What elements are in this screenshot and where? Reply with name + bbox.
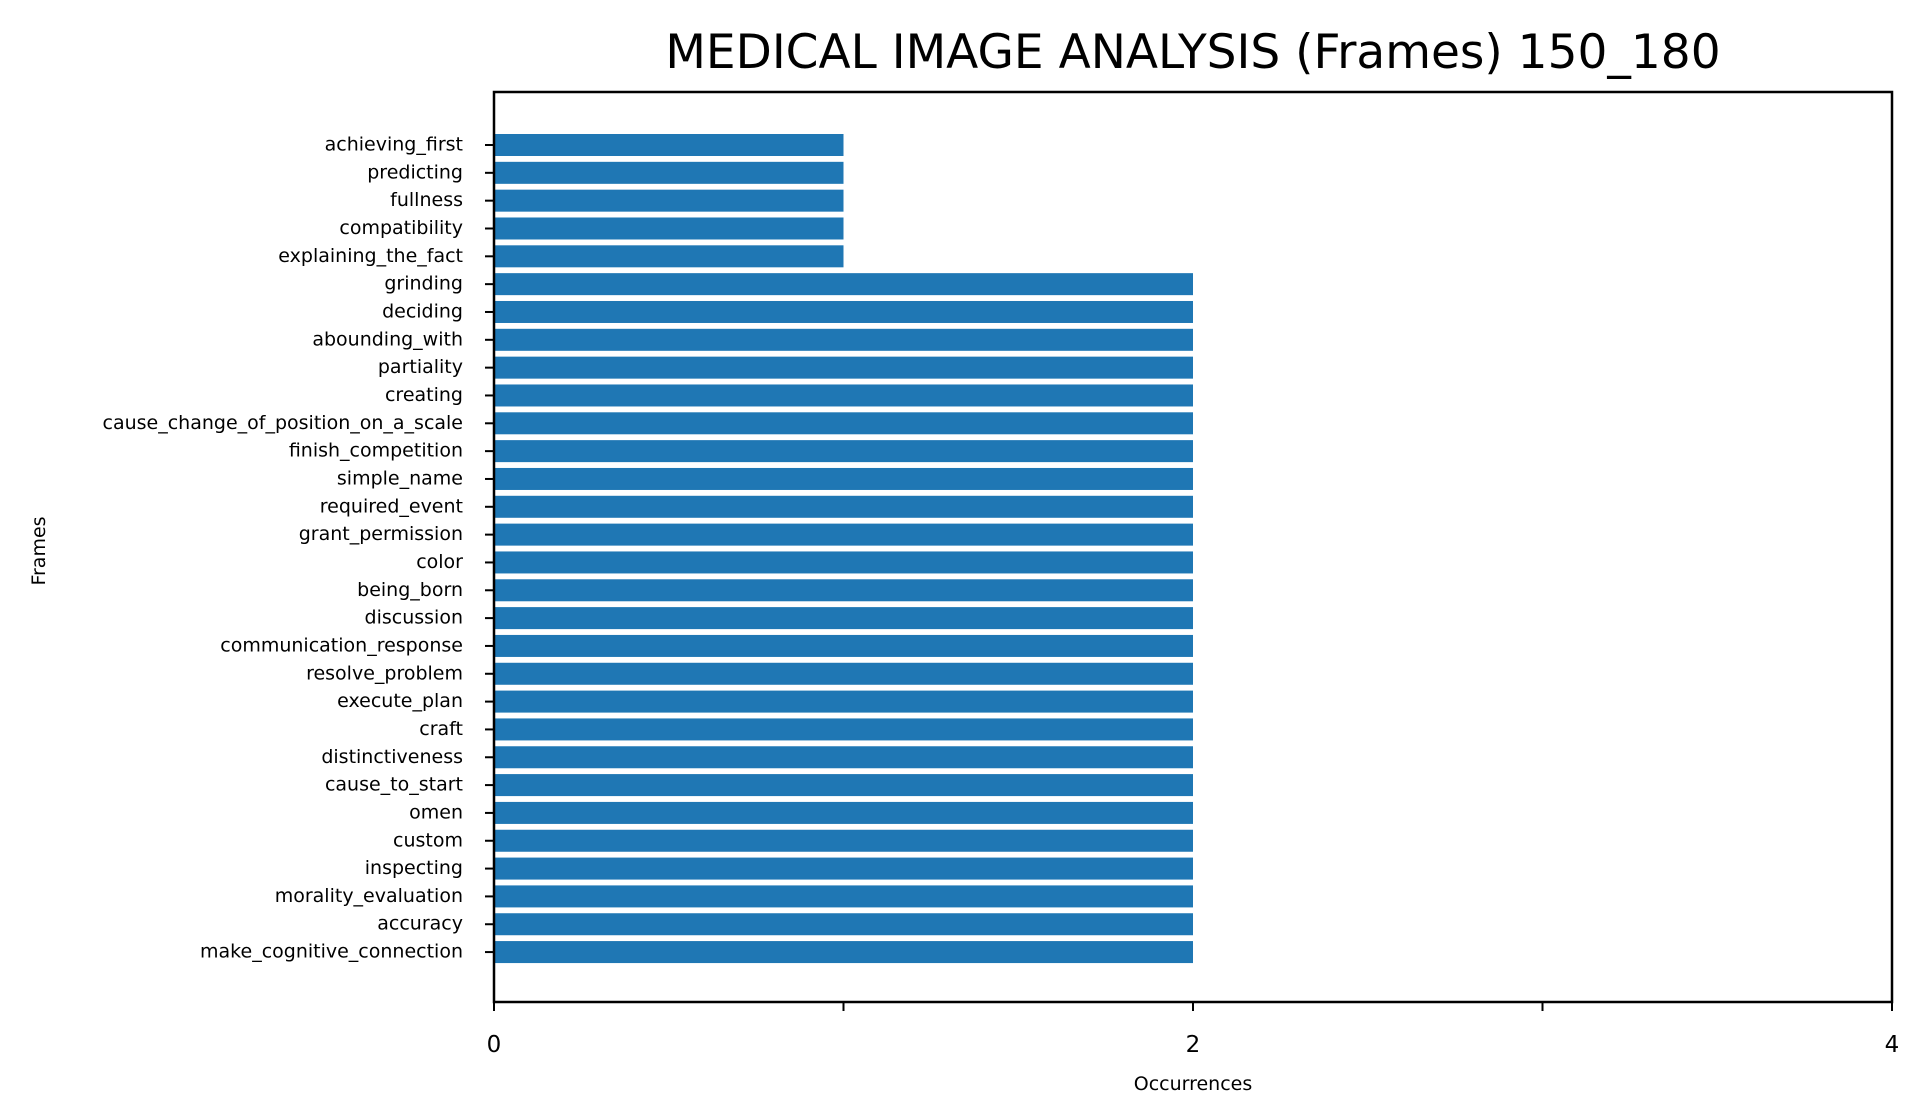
- y-tick-label: execute_plan: [337, 690, 463, 712]
- y-tick-label: discussion: [365, 607, 463, 629]
- bar-discussion: [494, 607, 1193, 630]
- bar-explaining_the_fact: [494, 245, 844, 268]
- x-tick-label: 0: [487, 1032, 502, 1058]
- y-tick-label: achieving_first: [325, 134, 463, 156]
- y-tick-label: accuracy: [377, 913, 463, 935]
- bar-achieving_first: [494, 134, 844, 156]
- y-tick-label: distinctiveness: [321, 746, 463, 768]
- y-tick-label: make_cognitive_connection: [200, 941, 463, 963]
- y-tick-label: grinding: [384, 273, 463, 295]
- bar-creating: [494, 384, 1193, 407]
- bar-make_cognitive_connection: [494, 941, 1193, 964]
- y-tick-label: predicting: [367, 161, 463, 183]
- bar-custom: [494, 829, 1193, 852]
- bar-morality_evaluation: [494, 885, 1193, 908]
- bars: [494, 134, 1193, 964]
- y-tick-label: grant_permission: [299, 523, 463, 545]
- y-tick-label: cause_to_start: [325, 774, 463, 796]
- bar-partiality: [494, 356, 1193, 379]
- y-tick-label: creating: [385, 384, 463, 406]
- y-tick-label: finish_competition: [289, 440, 463, 462]
- y-tick-label: explaining_the_fact: [278, 245, 463, 267]
- y-tick-label: omen: [409, 801, 463, 823]
- bar-resolve_problem: [494, 662, 1193, 685]
- bar-predicting: [494, 161, 844, 184]
- y-tick-label: fullness: [390, 189, 463, 211]
- bar-being_born: [494, 579, 1193, 602]
- bar-cause_change_of_position_on_a_scale: [494, 412, 1193, 435]
- y-tick-label: required_event: [320, 495, 463, 517]
- y-tick-label: resolve_problem: [306, 662, 463, 684]
- y-tick-label: compatibility: [339, 217, 463, 239]
- y-tick-label: deciding: [382, 300, 463, 322]
- x-axis-ticks: 0 2 4: [487, 1002, 1900, 1058]
- bar-execute_plan: [494, 690, 1193, 713]
- bar-abounding_with: [494, 328, 1193, 351]
- bar-finish_competition: [494, 440, 1193, 463]
- y-tick-label: inspecting: [365, 857, 463, 879]
- bar-inspecting: [494, 857, 1193, 880]
- y-tick-label: communication_response: [220, 634, 463, 656]
- y-tick-label: craft: [419, 718, 463, 740]
- bar-grinding: [494, 273, 1193, 296]
- bar-deciding: [494, 300, 1193, 323]
- bar-simple_name: [494, 467, 1193, 490]
- bar-omen: [494, 801, 1193, 824]
- y-axis-label: Frames: [28, 516, 50, 585]
- bar-accuracy: [494, 913, 1193, 936]
- y-tick-label: simple_name: [337, 467, 463, 489]
- x-axis-label: Occurrences: [1134, 1073, 1253, 1095]
- bar-craft: [494, 718, 1193, 741]
- bar-grant_permission: [494, 523, 1193, 546]
- bar-communication_response: [494, 634, 1193, 657]
- y-tick-label: color: [416, 551, 463, 573]
- y-tick-label: partiality: [378, 356, 463, 378]
- x-tick-label: 4: [1885, 1032, 1900, 1058]
- plot-frame: [492, 90, 1894, 1004]
- bar-distinctiveness: [494, 746, 1193, 769]
- y-axis-ticks: achieving_first predicting fullness compati…: [103, 134, 494, 963]
- y-tick-label: morality_evaluation: [275, 885, 463, 907]
- bar-color: [494, 551, 1193, 574]
- bar-cause_to_start: [494, 774, 1193, 797]
- chart-title: MEDICAL IMAGE ANALYSIS (Frames) 150_180: [665, 25, 1720, 80]
- x-tick-label: 2: [1186, 1032, 1201, 1058]
- bar-fullness: [494, 189, 844, 212]
- bar-required_event: [494, 495, 1193, 518]
- y-tick-label: cause_change_of_position_on_a_scale: [103, 412, 463, 434]
- y-tick-label: abounding_with: [312, 328, 463, 350]
- bar-compatibility: [494, 217, 844, 240]
- y-tick-label: being_born: [357, 579, 463, 601]
- y-tick-label: custom: [393, 829, 463, 851]
